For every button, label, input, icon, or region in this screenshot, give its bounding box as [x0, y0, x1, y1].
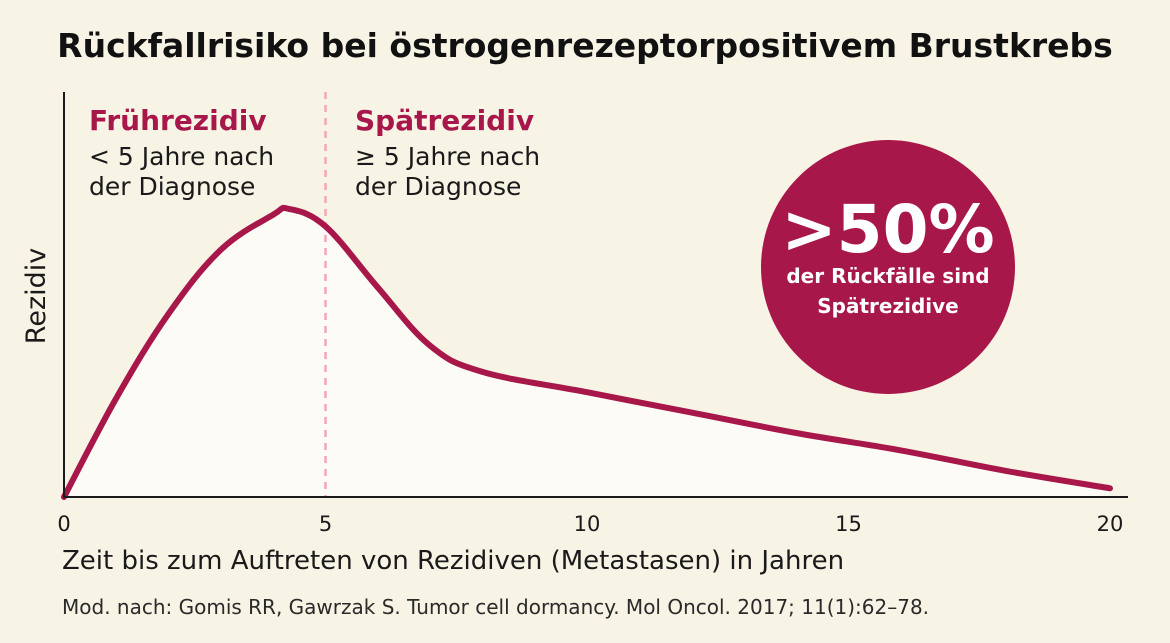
annotation-badge: [761, 140, 1015, 394]
chart-title: Rückfallrisiko bei östrogenrezeptorposit…: [57, 26, 1113, 65]
source-citation: Mod. nach: Gomis RR, Gawrzak S. Tumor ce…: [62, 595, 929, 619]
recurrence-curve: [61, 204, 1113, 500]
x-tick-label: 20: [1097, 512, 1124, 536]
x-ticks: 0 5 10 15 20: [57, 512, 1123, 536]
y-axis-label: Rezidiv: [21, 248, 52, 344]
annotation-line1: der Rückfälle sind: [786, 264, 989, 288]
annotation-line2: Spätrezidive: [817, 294, 958, 318]
phase-early-desc-line1: < 5 Jahre nach: [89, 142, 274, 171]
x-tick-label: 10: [574, 512, 601, 536]
x-tick-label: 0: [57, 512, 70, 536]
annotation-percentage: >50%: [781, 191, 994, 268]
x-axis-label: Zeit bis zum Auftreten von Rezidiven (Me…: [62, 546, 844, 576]
phase-early-desc-line2: der Diagnose: [89, 172, 255, 201]
phase-late-desc-line1: ≥ 5 Jahre nach: [355, 142, 540, 171]
phase-early-title: Frührezidiv: [89, 104, 267, 137]
x-tick-label: 15: [835, 512, 862, 536]
phase-late-title: Spätrezidiv: [355, 104, 534, 137]
x-tick-label: 5: [319, 512, 332, 536]
phase-late-desc-line2: der Diagnose: [355, 172, 521, 201]
